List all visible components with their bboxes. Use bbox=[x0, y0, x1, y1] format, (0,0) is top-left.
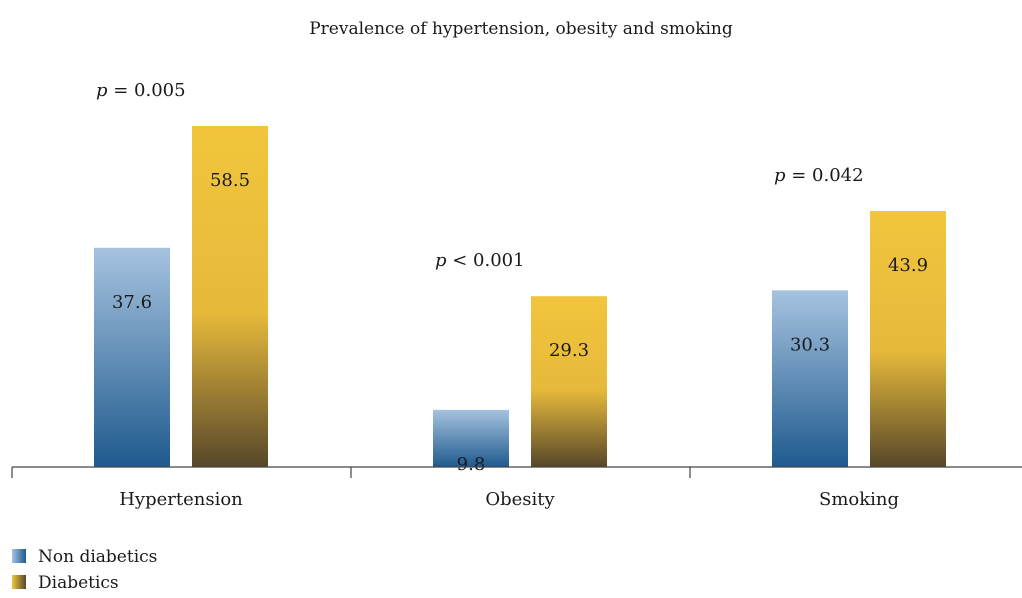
p-value-annotation-obesity: p < 0.001 bbox=[435, 250, 525, 271]
p-value-annotation-smoking: p = 0.042 bbox=[774, 165, 864, 186]
x-tick-label-smoking: Smoking bbox=[819, 489, 899, 510]
x-tick-label-hypertension: Hypertension bbox=[119, 489, 243, 510]
p-symbol: p bbox=[435, 250, 447, 271]
bar-value-label-diabetics-hypertension: 58.5 bbox=[210, 170, 250, 191]
x-tick-label-obesity: Obesity bbox=[485, 489, 555, 510]
bar-value-label-non-diabetics-hypertension: 37.6 bbox=[112, 292, 152, 313]
bar-value-label-diabetics-obesity: 29.3 bbox=[549, 340, 589, 361]
bar-diabetics-hypertension bbox=[192, 125, 268, 467]
x-axis-tick-labels: Hypertension Obesity Smoking bbox=[119, 489, 899, 510]
bar-non-diabetics-hypertension bbox=[94, 247, 170, 467]
bar-value-label-non-diabetics-smoking: 30.3 bbox=[790, 334, 830, 355]
legend-label-diabetics: Diabetics bbox=[38, 573, 119, 593]
legend: Non diabetics Diabetics bbox=[12, 547, 157, 593]
p-value: = 0.005 bbox=[108, 80, 186, 101]
bar-value-label-diabetics-smoking: 43.9 bbox=[888, 255, 928, 276]
p-value: < 0.001 bbox=[447, 250, 525, 271]
p-symbol: p bbox=[96, 80, 108, 101]
legend-swatch-diabetics bbox=[12, 575, 26, 589]
chart-title: Prevalence of hypertension, obesity and … bbox=[309, 19, 733, 39]
p-value-annotation-hypertension: p = 0.005 bbox=[96, 80, 186, 101]
legend-swatch-non-diabetics bbox=[12, 549, 26, 563]
x-axis-ticks bbox=[11, 467, 691, 478]
bar-non-diabetics-obesity bbox=[433, 409, 509, 467]
bar-diabetics-smoking bbox=[870, 211, 946, 467]
bar-non-diabetics-smoking bbox=[772, 290, 848, 467]
bar-value-label-non-diabetics-obesity: 9.8 bbox=[457, 454, 486, 475]
p-symbol: p bbox=[774, 165, 786, 186]
bars-group bbox=[94, 125, 946, 467]
p-value: = 0.042 bbox=[786, 165, 864, 186]
bar-diabetics-obesity bbox=[531, 296, 607, 467]
bar-labels-group: 37.6 58.5 9.8 29.3 30.3 43.9 bbox=[112, 170, 928, 475]
legend-label-non-diabetics: Non diabetics bbox=[38, 547, 157, 567]
